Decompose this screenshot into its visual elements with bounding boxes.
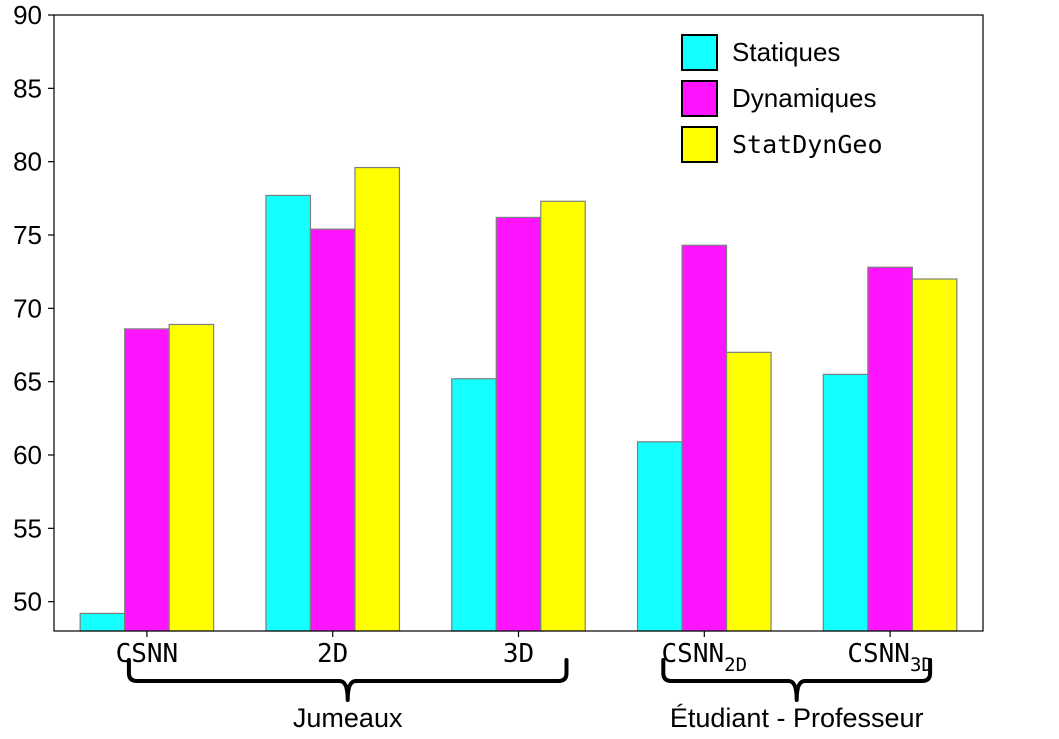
legend-swatch xyxy=(681,34,718,71)
x-tick-label: CSNN2D xyxy=(662,639,748,676)
y-tick-label: 85 xyxy=(13,73,42,103)
y-tick-label: 65 xyxy=(13,367,42,397)
x-tick-label: CSNN3D xyxy=(847,639,933,676)
plot-frame xyxy=(53,14,984,632)
x-tick-label-main: CSNN xyxy=(847,639,910,669)
group-label: Jumeaux xyxy=(293,703,403,733)
x-tick-label-main: 2D xyxy=(317,639,348,669)
bar-statdyngeo-3 xyxy=(725,351,772,632)
bar-dynamiques-4 xyxy=(867,266,913,632)
bar-dynamiques-0 xyxy=(124,328,170,632)
bar-statiques-0 xyxy=(79,612,126,632)
x-axis: CSNN 2D 3D CSNN2D CSNN3D xyxy=(116,631,933,676)
x-tick-label-subscript: 3D xyxy=(910,654,933,676)
y-tick-label: 50 xyxy=(13,587,42,617)
x-tick-label-main: CSNN xyxy=(116,639,179,669)
bar-statiques-2 xyxy=(451,378,497,632)
y-tick-label: 80 xyxy=(13,147,42,177)
x-tick-label-main: 3D xyxy=(503,639,534,669)
bar-dynamiques-1 xyxy=(309,228,356,632)
legend-label: StatDynGeo xyxy=(732,130,883,159)
legend-swatch xyxy=(681,126,718,163)
legend-swatch xyxy=(681,80,718,117)
group-brackets: Jumeaux Étudiant - Professeur xyxy=(126,658,933,733)
bars-layer xyxy=(79,166,958,632)
y-tick-label: 75 xyxy=(13,220,42,250)
bar-statiques-3 xyxy=(636,441,683,632)
legend: Statiques Dynamiques StatDynGeo xyxy=(681,34,883,163)
bar-dynamiques-3 xyxy=(681,244,728,632)
bar-statiques-4 xyxy=(822,373,869,632)
x-tick-label: 2D xyxy=(317,639,348,669)
legend-label: Statiques xyxy=(732,37,840,67)
x-tick-label: CSNN xyxy=(116,639,179,669)
bar-statdyngeo-1 xyxy=(354,166,401,632)
group-bracket xyxy=(661,658,933,702)
group-bracket xyxy=(126,658,569,702)
y-tick-label: 90 xyxy=(13,0,42,30)
x-tick-label: 3D xyxy=(503,639,534,669)
x-tick-label-subscript: 2D xyxy=(724,654,747,676)
y-tick-label: 60 xyxy=(13,440,42,470)
bar-statdyngeo-2 xyxy=(540,200,586,632)
y-tick-label: 55 xyxy=(13,513,42,543)
y-tick-label: 70 xyxy=(13,293,42,323)
bar-statiques-1 xyxy=(265,194,312,632)
group-label: Étudiant - Professeur xyxy=(670,703,924,733)
bar-dynamiques-2 xyxy=(495,216,542,632)
bar-statdyngeo-4 xyxy=(911,278,958,632)
legend-label: Dynamiques xyxy=(732,83,877,113)
bar-statdyngeo-0 xyxy=(168,323,215,632)
x-tick-label-main: CSNN xyxy=(662,639,725,669)
y-axis: 50 55 60 65 70 75 80 85 90 xyxy=(13,0,54,617)
